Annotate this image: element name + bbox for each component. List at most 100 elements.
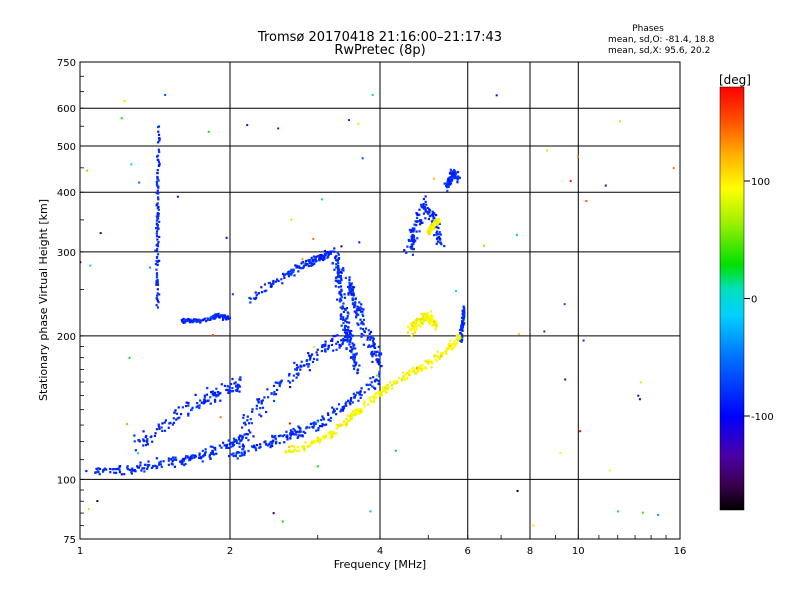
- data-point: [415, 367, 418, 371]
- data-point: [112, 467, 115, 471]
- data-point: [184, 462, 187, 466]
- data-point: [156, 141, 160, 144]
- data-point: [433, 223, 437, 227]
- data-point: [429, 320, 433, 323]
- data-point: [395, 380, 398, 383]
- data-point: [449, 344, 452, 348]
- data-point: [219, 399, 222, 402]
- data-point: [413, 372, 416, 375]
- data-point: [460, 333, 464, 336]
- data-point: [323, 255, 326, 259]
- data-point: [341, 409, 345, 412]
- data-point: [319, 254, 322, 257]
- data-point: [337, 257, 340, 260]
- data-point: [456, 178, 459, 181]
- data-point: [201, 319, 205, 322]
- data-point: [118, 466, 121, 469]
- data-point: [305, 427, 308, 430]
- data-point: [437, 355, 440, 358]
- data-point: [419, 369, 422, 372]
- data-point: [463, 316, 466, 319]
- data-point: [350, 350, 353, 354]
- data-point: [333, 268, 336, 271]
- data-point: [159, 460, 162, 463]
- data-point: [274, 280, 278, 283]
- data-point: [293, 433, 296, 436]
- data-point: [257, 398, 261, 401]
- data-point: [95, 467, 98, 471]
- data-point: [145, 439, 148, 442]
- data-point: [289, 434, 292, 437]
- data-point: [131, 467, 134, 470]
- data-point: [269, 444, 272, 447]
- data-point: [209, 445, 212, 448]
- data-point: [353, 358, 356, 361]
- data-point: [156, 465, 159, 468]
- data-point: [311, 258, 314, 262]
- data-point: [430, 229, 433, 232]
- data-point: [313, 258, 316, 261]
- data-point: [241, 452, 244, 456]
- data-point: [274, 437, 277, 440]
- data-point: [344, 402, 347, 405]
- data-point: [299, 267, 303, 270]
- data-point: [360, 322, 363, 325]
- data-point: [337, 267, 340, 270]
- data-point: [419, 221, 422, 225]
- data-point: [157, 158, 160, 162]
- data-point: [356, 322, 359, 325]
- data-point: [383, 388, 387, 391]
- data-point: [295, 449, 298, 452]
- data-point: [377, 354, 380, 357]
- data-point: [438, 235, 441, 239]
- data-point: [368, 335, 371, 338]
- data-point: [430, 360, 433, 363]
- data-point: [454, 172, 457, 176]
- data-point: [241, 454, 244, 457]
- data-point: [287, 271, 290, 274]
- data-point: [322, 257, 325, 260]
- data-point: [233, 382, 236, 385]
- data-point: [290, 444, 293, 448]
- data-point: [213, 313, 216, 316]
- data-point: [427, 217, 431, 221]
- data-point: [347, 334, 350, 337]
- data-point: [201, 460, 204, 463]
- outlier-point: [361, 157, 364, 160]
- data-point: [339, 306, 342, 309]
- data-point: [191, 406, 194, 409]
- data-point: [293, 429, 297, 432]
- data-point: [459, 328, 462, 332]
- data-point: [155, 283, 158, 286]
- data-point: [377, 382, 380, 386]
- data-point: [446, 347, 449, 351]
- data-point: [342, 406, 346, 410]
- data-point: [191, 320, 194, 323]
- data-point: [417, 324, 420, 327]
- data-point: [322, 345, 325, 348]
- data-point: [320, 349, 324, 353]
- data-point: [146, 463, 149, 467]
- data-point: [368, 396, 371, 399]
- x-axis-label: Frequency [MHz]: [334, 558, 426, 571]
- data-point: [231, 387, 234, 390]
- data-point: [233, 439, 237, 442]
- data-point: [181, 320, 184, 323]
- outlier-point: [604, 184, 607, 187]
- data-point: [181, 461, 184, 464]
- data-point: [255, 296, 258, 299]
- data-point: [354, 301, 357, 304]
- outlier-point: [211, 334, 214, 337]
- data-point: [341, 343, 344, 346]
- data-point: [341, 305, 344, 308]
- data-point: [187, 414, 190, 417]
- data-point: [412, 238, 415, 241]
- data-point: [435, 230, 439, 233]
- data-point: [448, 183, 452, 186]
- data-point: [347, 293, 350, 296]
- data-point: [291, 450, 294, 453]
- data-point: [336, 271, 339, 275]
- data-point: [453, 177, 456, 180]
- data-point: [146, 465, 150, 468]
- data-point: [158, 461, 161, 464]
